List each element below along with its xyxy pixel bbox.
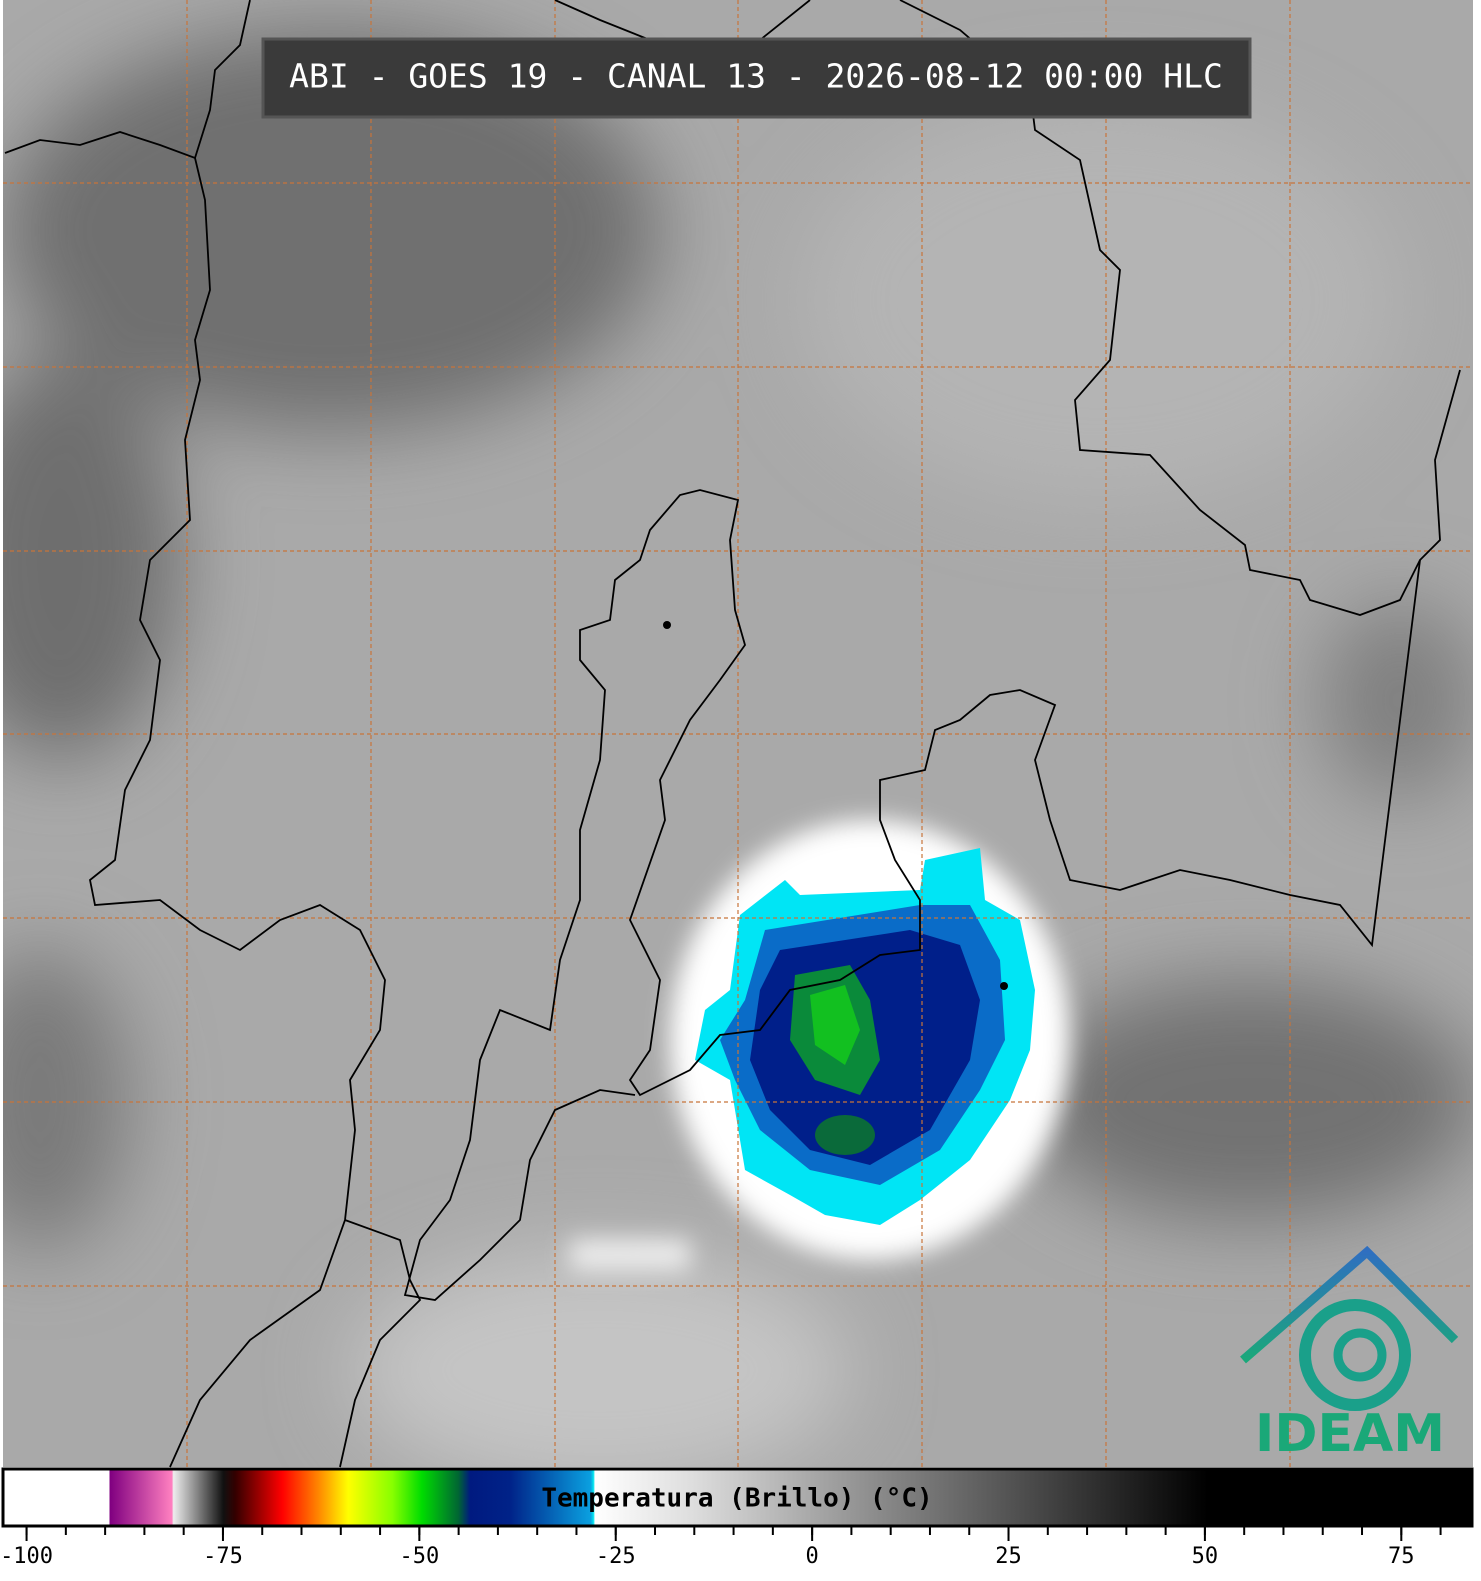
colorbar-label: Temperatura (Brillo) (°C)	[541, 1484, 932, 1514]
colorbar: Temperatura (Brillo) (°C) -100 -75 -50 -25 0…	[0, 1467, 1474, 1569]
tick-label: 50	[1192, 1544, 1219, 1569]
colorbar-gradient	[1, 1467, 1474, 1528]
tick-label: 0	[806, 1544, 819, 1569]
graticule	[3, 0, 1473, 1467]
tick-label: 25	[995, 1544, 1022, 1569]
tick-label: -50	[399, 1544, 439, 1569]
logo-text: IDEAM	[1255, 1404, 1445, 1464]
tick-label: 75	[1388, 1544, 1415, 1569]
tick-label: -25	[596, 1544, 636, 1569]
logo: IDEAM	[1240, 1245, 1459, 1464]
satellite-image	[3, 0, 1473, 1467]
tick-label: -100	[0, 1544, 53, 1569]
title-background	[261, 37, 1252, 119]
title-box: ABI - GOES 19 - CANAL 13 - 2026-08-12 00…	[261, 37, 1252, 119]
tick-label: -75	[203, 1544, 243, 1569]
title: ABI - GOES 19 - CANAL 13 - 2026-08-12 00…	[289, 57, 1223, 96]
